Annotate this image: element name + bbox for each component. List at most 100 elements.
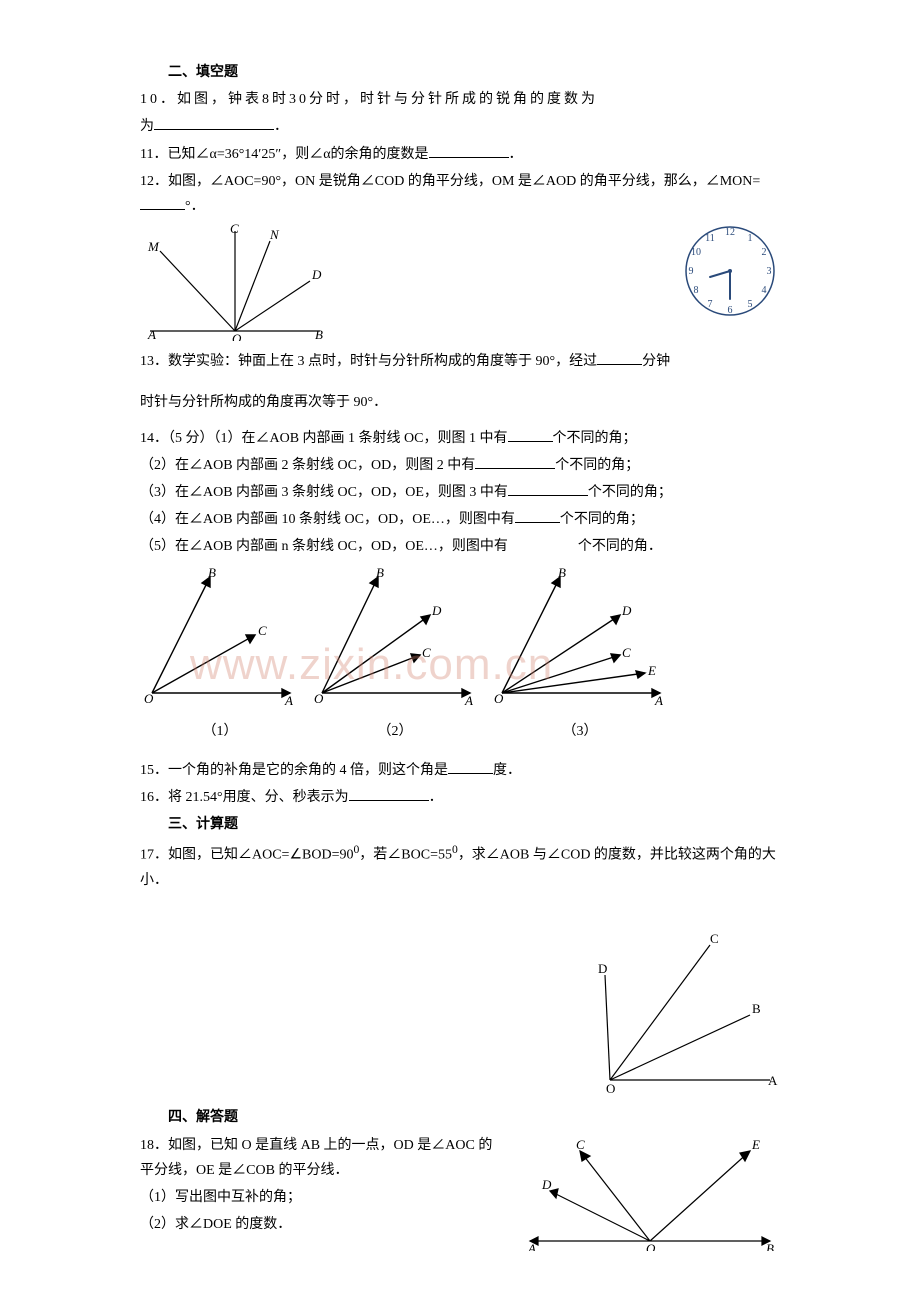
fig1-cell: O A B C （1）	[140, 565, 300, 743]
blank	[140, 195, 185, 210]
angle-fig-2: O A B C D	[310, 565, 480, 705]
q14-p3b: 个不同的角；	[588, 485, 672, 500]
q14-p4b: 个不同的角；	[560, 512, 644, 527]
svg-text:C: C	[576, 1137, 585, 1152]
question-12: 12．如图，∠AOC=90°，ON 是锐角∠COD 的角平分线，OM 是∠AOD…	[140, 169, 780, 219]
svg-text:B: B	[558, 565, 566, 580]
q10-tail: ．	[274, 119, 288, 134]
q18-c: （2）求∠DOE 的度数．	[140, 1212, 500, 1237]
svg-text:O: O	[646, 1241, 656, 1251]
question-10: 10．如图，钟表8时30分时，时针与分针所成的锐角的度数为	[140, 87, 780, 112]
question-13: 13．数学实验：钟面上在 3 点时，时针与分针所构成的角度等于 90°，经过 分钟	[140, 349, 780, 374]
svg-text:M: M	[147, 239, 160, 254]
svg-text:E: E	[647, 663, 656, 678]
question-18-row: 18．如图，已知 O 是直线 AB 上的一点，OD 是∠AOC 的平分线，OE …	[140, 1131, 780, 1251]
svg-text:4: 4	[762, 285, 767, 296]
svg-text:8: 8	[694, 285, 699, 296]
svg-text:O: O	[494, 691, 504, 705]
svg-text:A: A	[464, 693, 473, 705]
question-17-row: 17．如图，已知∠AOC=∠BOD=900，若∠BOC=550，求∠AOB 与∠…	[140, 837, 780, 895]
q17-a: 17．如图，已知∠AOC=∠BOD=90	[140, 848, 353, 863]
question-14: 14．（5 分）（1）在∠AOB 内部画 1 条射线 OC，则图 1 中有个不同…	[140, 426, 780, 451]
blank	[508, 427, 553, 442]
q14-p5a: （5）在∠AOB 内部画 n 条射线 OC，OD，OE…，则图中有	[140, 539, 508, 554]
q14-p2: （2）在∠AOB 内部画 2 条射线 OC，OD，则图 2 中有 个不同的角；	[140, 453, 780, 478]
svg-text:2: 2	[762, 247, 767, 258]
q18-diagram: A O B C D E	[520, 1131, 780, 1251]
fig1-label: （1）	[140, 719, 300, 744]
q15-b: 度．	[493, 763, 521, 778]
svg-text:3: 3	[767, 266, 772, 277]
svg-text:B: B	[208, 565, 216, 580]
svg-text:O: O	[606, 1081, 615, 1095]
q10-text: 10．如图，钟表8时30分时，时针与分针所成的锐角的度数为	[140, 92, 598, 107]
q15-a: 15．一个角的补角是它的余角的 4 倍，则这个角是	[140, 763, 448, 778]
svg-text:O: O	[144, 691, 154, 705]
q14-p5: （5）在∠AOB 内部画 n 条射线 OC，OD，OE…，则图中有 个不同的角．	[140, 534, 780, 559]
svg-text:7: 7	[708, 299, 713, 310]
q13-line2: 时针与分针所构成的角度再次等于 90°．	[140, 390, 780, 415]
svg-text:9: 9	[689, 266, 694, 277]
svg-text:A: A	[527, 1241, 536, 1251]
q18-b: （1）写出图中互补的角；	[140, 1185, 500, 1210]
fig3-cell: O A B C D E （3）	[490, 565, 670, 743]
svg-text:E: E	[751, 1137, 760, 1152]
svg-text:C: C	[622, 645, 631, 660]
svg-text:A: A	[654, 693, 663, 705]
q10-line2: 为．	[140, 114, 780, 139]
angle-diagram-mon: A O B M C N D	[140, 221, 330, 341]
svg-text:C: C	[230, 221, 239, 236]
q13-text2: 分钟	[642, 354, 670, 369]
angle-fig-1: O A B C	[140, 565, 300, 705]
q14-p4: （4）在∠AOB 内部画 10 条射线 OC，OD，OE…，则图中有 个不同的角；	[140, 507, 780, 532]
svg-text:5: 5	[748, 299, 753, 310]
section-3-title: 三、计算题	[140, 812, 780, 837]
svg-text:C: C	[258, 623, 267, 638]
q14-p3: （3）在∠AOB 内部画 3 条射线 OC，OD，OE，则图 3 中有 个不同的角…	[140, 480, 780, 505]
question-15: 15．一个角的补角是它的余角的 4 倍，则这个角是 度．	[140, 758, 780, 783]
svg-text:B: B	[766, 1241, 774, 1251]
q14-p3a: （3）在∠AOB 内部画 3 条射线 OC，OD，OE，则图 3 中有	[140, 485, 508, 500]
q13-text3: 时针与分针所构成的角度再次等于 90°．	[140, 395, 387, 410]
svg-text:A: A	[147, 327, 156, 341]
q17-text: 17．如图，已知∠AOC=∠BOD=900，若∠BOC=550，求∠AOB 与∠…	[140, 837, 780, 895]
blank	[349, 786, 429, 801]
angle-fig-3: O A B C D E	[490, 565, 670, 705]
fig2-cell: O A B C D （2）	[310, 565, 480, 743]
q14-p2b: 个不同的角；	[555, 458, 639, 473]
q14-p5b: 个不同的角．	[578, 539, 662, 554]
svg-text:6: 6	[728, 305, 733, 316]
svg-text:D: D	[621, 603, 632, 618]
svg-text:C: C	[422, 645, 431, 660]
svg-text:D: D	[431, 603, 442, 618]
q16-b: ．	[429, 790, 443, 805]
svg-text:10: 10	[691, 247, 701, 258]
question-16: 16．将 21.54°用度、分、秒表示为．	[140, 785, 780, 810]
q18-a: 18．如图，已知 O 是直线 AB 上的一点，OD 是∠AOC 的平分线，OE …	[140, 1133, 500, 1183]
svg-text:O: O	[314, 691, 324, 705]
svg-text:B: B	[315, 327, 323, 341]
section-4-title: 四、解答题	[140, 1105, 780, 1130]
blank	[448, 759, 493, 774]
q17-diagram: O A B C D	[550, 925, 780, 1095]
svg-text:D: D	[541, 1177, 552, 1192]
svg-text:N: N	[269, 227, 280, 242]
blank	[475, 454, 555, 469]
q14-p2a: （2）在∠AOB 内部画 2 条射线 OC，OD，则图 2 中有	[140, 458, 475, 473]
question-11: 11．已知∠α=36°14′25″，则∠α的余角的度数是 ．	[140, 142, 780, 167]
svg-text:12: 12	[725, 227, 735, 238]
svg-text:1: 1	[748, 233, 753, 244]
q11-tail: ．	[509, 147, 523, 162]
fig3-label: （3）	[490, 719, 670, 744]
section-2-title: 二、填空题	[140, 60, 780, 85]
fig2-label: （2）	[310, 719, 480, 744]
q13-text1: 13．数学实验：钟面上在 3 点时，时针与分针所构成的角度等于 90°，经过	[140, 354, 597, 369]
q14-head: 14．（5 分）（1）在∠AOB 内部画 1 条射线 OC，则图 1 中有	[140, 431, 508, 446]
q11-text: 11．已知∠α=36°14′25″，则∠α的余角的度数是	[140, 147, 429, 162]
svg-text:11: 11	[705, 233, 715, 244]
blank	[597, 350, 642, 365]
q14-p4a: （4）在∠AOB 内部画 10 条射线 OC，OD，OE…，则图中有	[140, 512, 515, 527]
svg-text:A: A	[768, 1073, 778, 1088]
svg-text:B: B	[376, 565, 384, 580]
q12-figures-row: A O B M C N D 12 1 2 3 4 5 6 7 8 9	[140, 221, 780, 341]
